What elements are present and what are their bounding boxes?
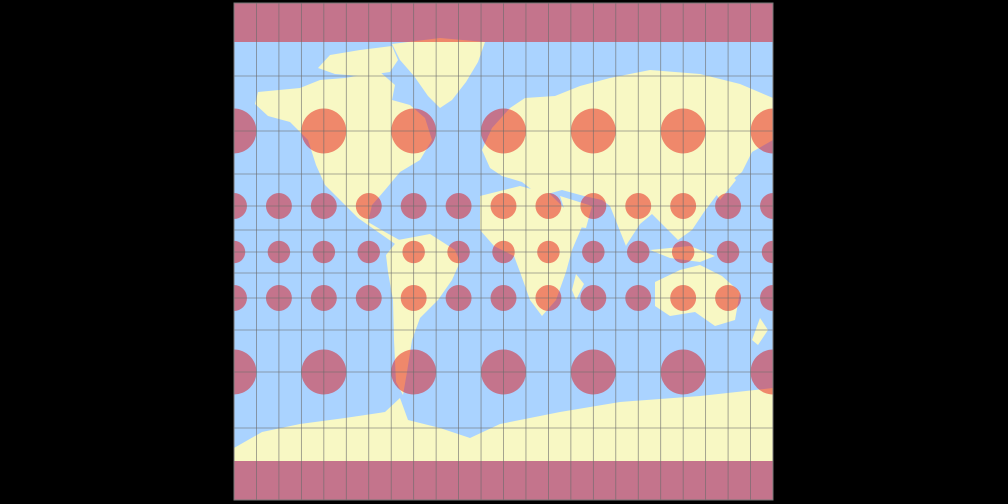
- land-britain: [487, 130, 499, 152]
- land-australia: [655, 265, 740, 326]
- land-madagascar: [572, 274, 584, 300]
- land-south-america: [386, 234, 460, 395]
- land-japan: [716, 166, 736, 200]
- land-africa: [480, 186, 584, 316]
- land-arabia: [560, 196, 592, 228]
- land-indonesia: [650, 246, 715, 262]
- land-arctic-archipelago: [318, 46, 398, 76]
- graticule: [234, 3, 773, 500]
- land-india: [610, 206, 642, 246]
- map-frame: [233, 2, 774, 501]
- land-new-zealand: [752, 318, 768, 345]
- land-eurasia: [482, 70, 773, 244]
- land-north-america: [255, 72, 432, 246]
- land-greenland: [392, 38, 485, 108]
